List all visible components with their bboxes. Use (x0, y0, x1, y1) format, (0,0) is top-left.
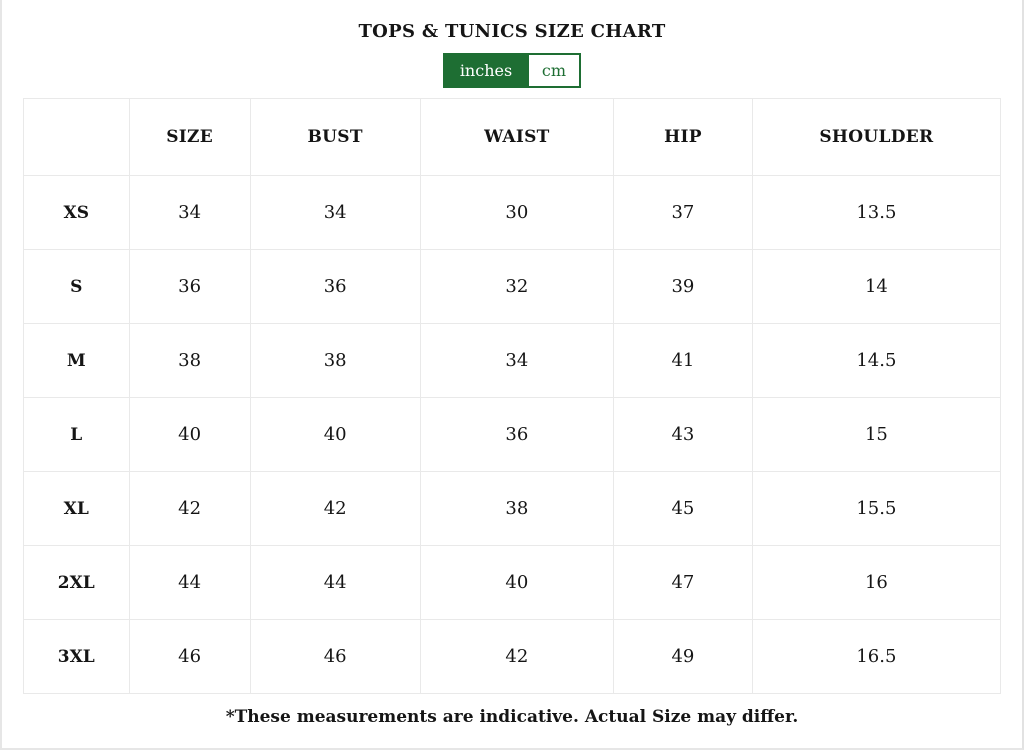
cell-value: 36 (249, 249, 421, 324)
cell-value: 46 (249, 619, 421, 694)
header-row: SIZE BUST WAIST HIP SHOULDER (23, 98, 1002, 176)
table-row: XS 34 34 30 37 13.5 (23, 175, 1002, 250)
cell-value: 43 (613, 397, 753, 472)
cell-value: 40 (249, 397, 421, 472)
table-row: XL 42 42 38 45 15.5 (23, 471, 1002, 546)
table-body: XS 34 34 30 37 13.5 S 36 36 32 39 14 M 38 38 34 41 14.5 L 4… (23, 175, 1002, 694)
cell-value: 38 (249, 323, 421, 398)
cell-value: 38 (419, 471, 615, 546)
cell-value: 34 (249, 175, 421, 250)
cell-value: 15 (751, 397, 1002, 472)
row-label: L (23, 397, 130, 472)
cell-value: 36 (128, 249, 251, 324)
column-header-waist: WAIST (419, 98, 615, 176)
column-header-bust: BUST (249, 98, 421, 176)
page-title: TOPS & TUNICS SIZE CHART (358, 21, 666, 42)
row-label: XS (23, 175, 130, 250)
table-row: 2XL 44 44 40 47 16 (23, 545, 1002, 620)
cell-value: 44 (128, 545, 251, 620)
table-row: 3XL 46 46 42 49 16.5 (23, 619, 1002, 694)
row-label: 2XL (23, 545, 130, 620)
unit-toggle-box: inches cm (443, 53, 581, 88)
cell-value: 14 (751, 249, 1002, 324)
column-header-size: SIZE (128, 98, 251, 176)
cell-value: 32 (419, 249, 615, 324)
cell-value: 41 (613, 323, 753, 398)
cell-value: 38 (128, 323, 251, 398)
cell-value: 34 (419, 323, 615, 398)
cell-value: 42 (419, 619, 615, 694)
cell-value: 49 (613, 619, 753, 694)
cell-value: 16.5 (751, 619, 1002, 694)
row-label: S (23, 249, 130, 324)
cell-value: 42 (128, 471, 251, 546)
cell-value: 16 (751, 545, 1002, 620)
cell-value: 13.5 (751, 175, 1002, 250)
cell-value: 44 (249, 545, 421, 620)
cell-value: 14.5 (751, 323, 1002, 398)
row-label: M (23, 323, 130, 398)
column-header-hip: HIP (613, 98, 753, 176)
cell-value: 36 (419, 397, 615, 472)
cell-value: 30 (419, 175, 615, 250)
cell-value: 45 (613, 471, 753, 546)
unit-toggle: inches cm (2, 53, 1022, 88)
cell-value: 15.5 (751, 471, 1002, 546)
cell-value: 46 (128, 619, 251, 694)
table-row: M 38 38 34 41 14.5 (23, 323, 1002, 398)
column-header-blank (23, 98, 130, 176)
cell-value: 40 (419, 545, 615, 620)
row-label: 3XL (23, 619, 130, 694)
table-row: L 40 40 36 43 15 (23, 397, 1002, 472)
footnote: *These measurements are indicative. Actu… (225, 707, 799, 727)
cell-value: 37 (613, 175, 753, 250)
cell-value: 47 (613, 545, 753, 620)
column-header-shoulder: SHOULDER (751, 98, 1002, 176)
row-label: XL (23, 471, 130, 546)
cell-value: 39 (613, 249, 753, 324)
cell-value: 40 (128, 397, 251, 472)
table-row: S 36 36 32 39 14 (23, 249, 1002, 324)
size-chart-table: SIZE BUST WAIST HIP SHOULDER XS 34 34 30 37 13.5 S… (23, 98, 1002, 694)
cell-value: 34 (128, 175, 251, 250)
unit-toggle-inches-button[interactable]: inches (445, 55, 527, 86)
cell-value: 42 (249, 471, 421, 546)
unit-toggle-cm-button[interactable]: cm (527, 55, 579, 86)
